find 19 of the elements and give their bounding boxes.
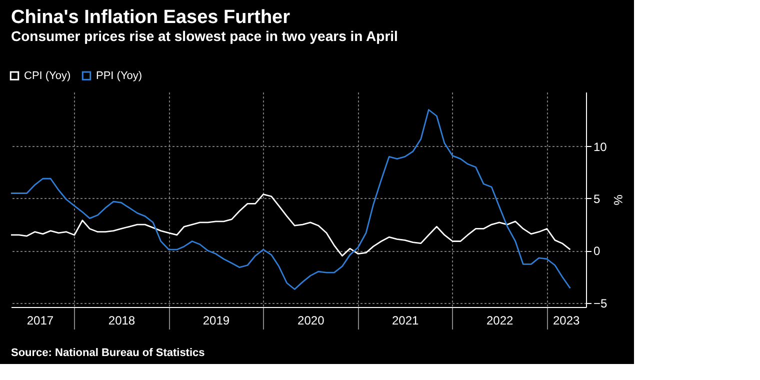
source-note: Source: National Bureau of Statistics <box>11 347 205 359</box>
y-tick-label: −5 <box>594 296 608 310</box>
y-tick-label: 5 <box>594 192 600 206</box>
x-tick-label: 2017 <box>26 314 54 328</box>
line-series <box>10 194 571 257</box>
x-tick-label: 2022 <box>486 314 514 328</box>
y-tick-label: 10 <box>594 140 608 154</box>
x-tick-label: 2021 <box>392 314 420 328</box>
x-tick-label: 2020 <box>298 314 325 328</box>
x-tick-label: 2018 <box>108 314 136 328</box>
x-tick-label: 2023 <box>552 314 580 328</box>
chart-title: China's Inflation Eases Further <box>11 7 291 28</box>
x-tick-label: 2019 <box>202 314 230 328</box>
line-series <box>10 109 571 290</box>
y-axis-title: % <box>611 194 626 206</box>
legend-label: CPI (Yoy) <box>24 70 71 82</box>
y-tick-label: 0 <box>594 244 600 258</box>
chart-subtitle: Consumer prices rise at slowest pace in two years in April <box>11 28 398 44</box>
legend-label: PPI (Yoy) <box>96 70 142 82</box>
